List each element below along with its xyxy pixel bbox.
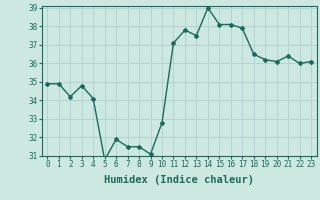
X-axis label: Humidex (Indice chaleur): Humidex (Indice chaleur) (104, 175, 254, 185)
